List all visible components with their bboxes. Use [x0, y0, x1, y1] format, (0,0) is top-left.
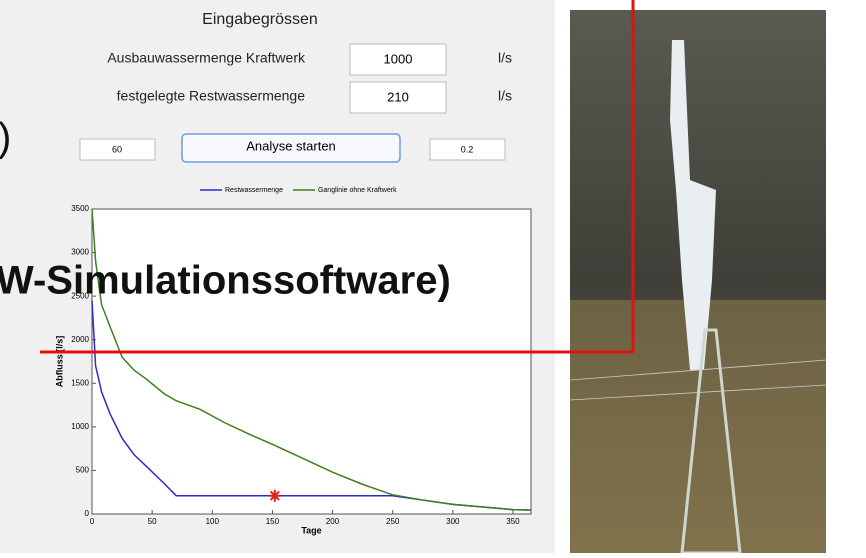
legend-label: Restwassermenge: [225, 187, 283, 194]
form-title: Eingabegrössen: [202, 11, 318, 28]
input-value: 1000: [384, 51, 413, 66]
y-tick-label: 500: [76, 466, 90, 475]
x-tick-label: 50: [148, 517, 157, 526]
marker: [268, 489, 281, 502]
x-tick-label: 150: [266, 517, 280, 526]
x-tick-label: 250: [386, 517, 400, 526]
x-axis-label: Tage: [301, 525, 321, 535]
input-value: 210: [387, 89, 409, 104]
series-line: [91, 208, 532, 511]
y-axis-label: Abfluss [l/s]: [54, 336, 64, 388]
input[interactable]: [349, 43, 447, 76]
button[interactable]: [181, 133, 401, 163]
legend: [195, 182, 435, 198]
y-tick-label: 2000: [71, 335, 89, 344]
x-tick-label: 300: [446, 517, 460, 526]
input-value: 60: [112, 144, 122, 154]
y-tick-label: 1500: [71, 378, 89, 387]
input[interactable]: [429, 138, 506, 161]
y-tick-label: 3000: [71, 248, 89, 257]
unit: l/s: [498, 88, 512, 104]
x-tick-label: 0: [90, 517, 95, 526]
input[interactable]: [349, 81, 447, 114]
button-label: Analyse starten: [246, 138, 336, 153]
field-label: festgelegte Restwassermenge: [117, 88, 306, 104]
input[interactable]: [79, 138, 156, 161]
input-value: 0.2: [461, 144, 474, 154]
y-tick-label: 3500: [71, 204, 89, 213]
field-label: Ausbauwassermenge Kraftwerk: [107, 50, 306, 66]
plot-area: [91, 208, 532, 515]
photo: [569, 10, 827, 555]
y-tick-label: 0: [85, 509, 90, 518]
y-tick-label: 2500: [71, 291, 89, 300]
x-tick-label: 100: [206, 517, 220, 526]
chart: 0 50 100 150 200 250 300 3500500100015002000250…: [54, 182, 532, 535]
overlay-text: W-Simulationssoftware): [0, 259, 451, 303]
x-tick-label: 200: [326, 517, 340, 526]
legend-label: Ganglinie ohne Kraftwerk: [318, 187, 397, 194]
unit: l/s: [498, 50, 512, 66]
x-tick-label: 350: [506, 517, 520, 526]
overlay-text: ): [0, 116, 11, 160]
y-tick-label: 1000: [71, 422, 89, 431]
